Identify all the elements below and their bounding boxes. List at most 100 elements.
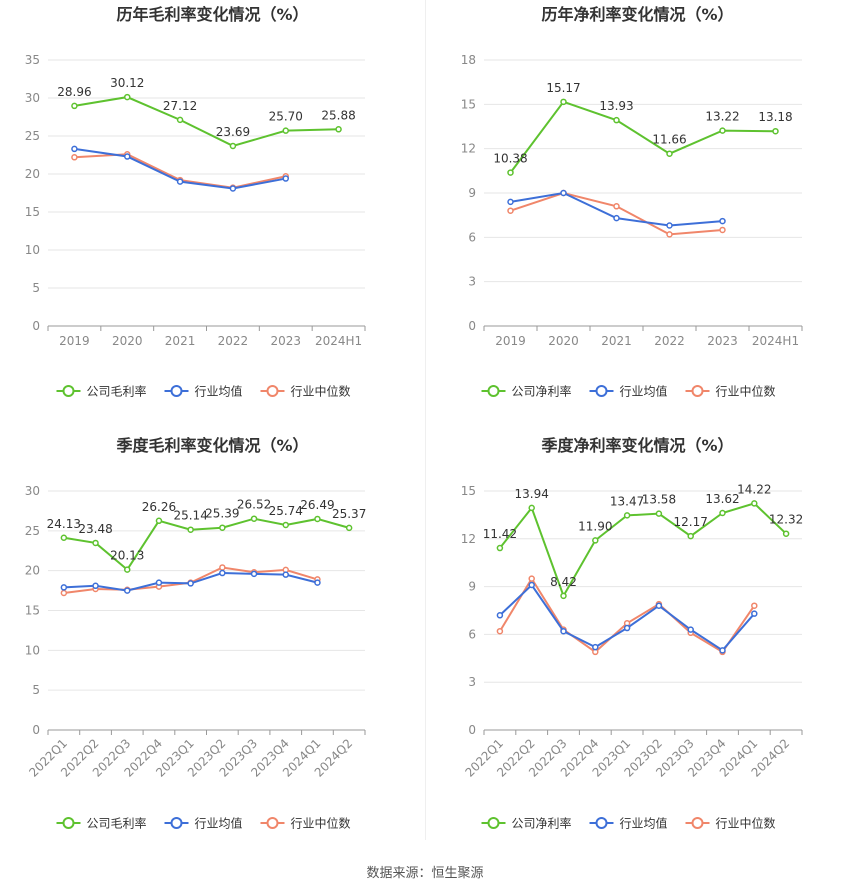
y-tick-label: 20	[25, 564, 40, 578]
y-tick-label: 30	[25, 484, 40, 498]
legend-item: 行业均值	[589, 816, 668, 831]
data-point-company	[155, 517, 163, 525]
chart-root: 季度净利率变化情况（%）036912152022Q12022Q22022Q320…	[461, 436, 804, 831]
data-label: 23.69	[216, 125, 250, 139]
y-tick-label: 12	[461, 532, 476, 546]
data-label: 20.13	[110, 549, 144, 563]
data-point-company	[666, 150, 673, 157]
data-label: 13.18	[758, 110, 792, 124]
y-tick-label: 15	[461, 97, 476, 111]
y-tick-label: 18	[461, 53, 476, 67]
data-point-avg	[496, 612, 504, 619]
series-line-median	[510, 191, 723, 236]
data-point-avg	[71, 145, 78, 153]
data-point-company	[687, 532, 694, 540]
legend-item: 行业中位数	[260, 384, 351, 399]
legend-swatch-marker	[266, 385, 279, 397]
data-label: 13.22	[705, 110, 739, 124]
data-point-avg	[560, 627, 567, 635]
data-point-company	[772, 127, 779, 135]
data-point-company	[613, 116, 620, 124]
y-tick-label: 12	[461, 142, 476, 156]
y-tick-label: 35	[25, 53, 40, 67]
data-point-company	[282, 521, 289, 529]
data-point-company	[623, 512, 631, 519]
legend-item: 公司毛利率	[56, 384, 147, 399]
x-tick-label: 2024H1	[315, 334, 362, 348]
legend-swatch-marker	[595, 385, 608, 397]
data-point-company	[592, 537, 599, 544]
data-label: 14.22	[737, 482, 771, 496]
y-tick-label: 6	[468, 230, 476, 244]
legend-label: 行业均值	[620, 384, 668, 399]
data-label: 10.38	[493, 152, 527, 166]
data-label: 25.39	[205, 507, 239, 521]
data-point-avg	[314, 579, 321, 586]
data-point-avg	[560, 189, 567, 197]
data-point-avg	[124, 587, 131, 594]
data-point-company	[719, 509, 726, 517]
data-point-company	[229, 142, 237, 150]
data-label: 11.42	[483, 527, 517, 541]
y-tick-label: 25	[25, 524, 40, 538]
y-tick-label: 20	[25, 167, 40, 181]
data-point-company	[507, 169, 514, 176]
x-tick-label: 2024H1	[752, 334, 799, 348]
data-label: 25.70	[269, 110, 303, 124]
series-line-avg	[499, 583, 756, 652]
data-label: 26.52	[237, 498, 271, 512]
y-tick-label: 10	[25, 643, 40, 657]
legend-label: 公司毛利率	[87, 816, 147, 831]
chart-title: 历年毛利率变化情况（%）	[116, 5, 308, 24]
data-label: 28.96	[57, 85, 91, 99]
legend-swatch-marker	[266, 817, 279, 829]
data-point-company	[719, 127, 726, 134]
data-point-avg	[592, 643, 599, 651]
data-point-avg	[92, 582, 99, 590]
legend-item: 行业均值	[164, 384, 243, 399]
data-label: 25.37	[332, 507, 366, 521]
data-point-avg	[229, 185, 237, 192]
data-point-avg	[124, 153, 131, 160]
legend-label: 行业中位数	[716, 816, 776, 831]
data-label: 13.58	[642, 493, 676, 507]
annual-gross-margin-chart: 历年毛利率变化情况（%） 0 5 10 15 20 25 30 35 2019 2020 2021 20…	[0, 0, 425, 420]
data-point-company	[124, 566, 131, 573]
legend-label: 行业中位数	[716, 384, 776, 399]
y-tick-label: 30	[25, 91, 40, 105]
legend-item: 行业中位数	[685, 816, 776, 831]
data-point-company	[560, 592, 567, 600]
chart-root: 季度毛利率变化情况（%）0510152025302022Q12022Q22022…	[25, 436, 367, 831]
series-line-company	[74, 96, 339, 148]
data-label: 25.74	[269, 504, 303, 518]
data-label: 15.17	[546, 81, 580, 95]
y-tick-label: 0	[32, 319, 40, 333]
data-label: 11.66	[652, 133, 686, 147]
data-point-company	[335, 126, 342, 133]
x-tick-label: 2022	[654, 334, 685, 348]
data-point-company	[782, 530, 790, 537]
y-tick-label: 0	[468, 319, 476, 333]
data-label: 26.49	[300, 498, 334, 512]
y-tick-label: 9	[468, 580, 476, 594]
data-point-avg	[623, 624, 631, 632]
chart-title: 季度净利率变化情况（%）	[540, 436, 733, 455]
legend-swatch-marker	[170, 817, 183, 829]
legend-label: 公司净利率	[512, 384, 572, 399]
data-point-company	[71, 102, 78, 110]
legend-label: 行业均值	[195, 816, 243, 831]
legend-item: 行业中位数	[685, 384, 776, 399]
legend-item: 公司净利率	[481, 384, 572, 399]
x-tick-label: 2019	[59, 334, 90, 348]
data-point-avg	[219, 569, 226, 577]
data-point-median	[507, 207, 514, 214]
series-line-company	[63, 517, 350, 572]
series-line-median	[499, 576, 756, 654]
data-point-company	[282, 127, 289, 134]
legend-swatch-marker	[487, 817, 500, 829]
data-point-company	[528, 504, 535, 512]
x-tick-label: 2022	[218, 334, 249, 348]
data-point-company	[250, 515, 258, 522]
data-label: 12.17	[674, 515, 708, 529]
data-point-avg	[687, 626, 694, 633]
